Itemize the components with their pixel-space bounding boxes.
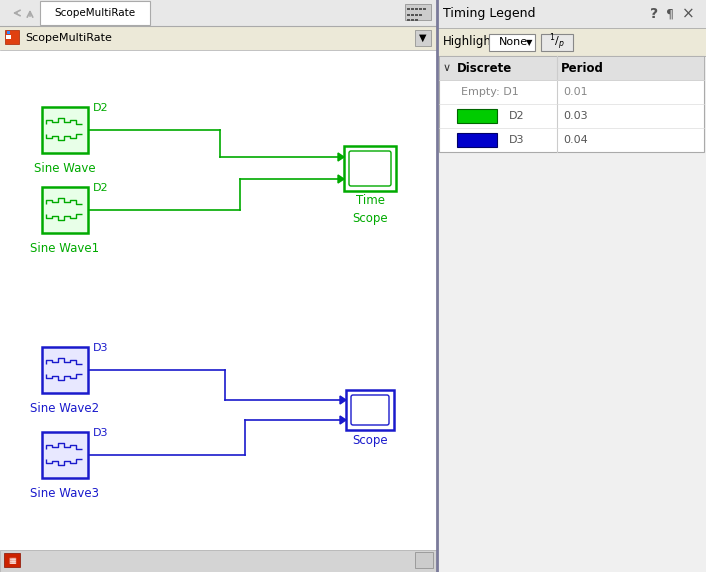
Bar	[411, 14, 414, 16]
Text: D2: D2	[93, 103, 109, 113]
Text: Sine Wave3: Sine Wave3	[30, 487, 100, 500]
Text: D3: D3	[509, 135, 525, 145]
Bar	[42, 347, 88, 393]
Polygon shape	[340, 416, 346, 424]
FancyBboxPatch shape	[349, 151, 391, 186]
Text: ¶: ¶	[666, 7, 674, 21]
Bar	[407, 8, 410, 10]
Text: Timing Legend: Timing Legend	[443, 7, 535, 21]
Bar	[0, 26, 437, 50]
Text: Period: Period	[561, 62, 604, 74]
Bar	[415, 8, 418, 10]
Text: ∨: ∨	[443, 63, 451, 73]
Bar	[0, 0, 437, 26]
Text: Sine Wave: Sine Wave	[34, 162, 96, 175]
Text: 0.03: 0.03	[563, 111, 587, 121]
Bar	[541, 34, 573, 51]
Text: Sine Wave2: Sine Wave2	[30, 402, 100, 415]
Bar	[407, 19, 410, 21]
Text: ▼: ▼	[419, 33, 426, 43]
Text: None: None	[499, 37, 528, 47]
Bar	[457, 133, 497, 147]
Bar	[415, 14, 418, 16]
Text: Scope: Scope	[352, 434, 388, 447]
Bar	[457, 109, 497, 123]
Bar	[439, 56, 704, 80]
Text: D2: D2	[509, 111, 525, 121]
Bar	[42, 432, 88, 478]
Bar	[0, 550, 437, 572]
Bar	[423, 8, 426, 10]
Bar	[0, 0, 437, 572]
Bar	[437, 28, 706, 56]
Bar	[489, 34, 535, 51]
Bar	[4, 553, 20, 567]
Text: Empty: D1: Empty: D1	[461, 87, 519, 97]
Bar	[411, 19, 414, 21]
Text: ×: ×	[681, 6, 695, 22]
Polygon shape	[338, 175, 344, 183]
Text: ScopeMultiRate: ScopeMultiRate	[54, 8, 136, 18]
Polygon shape	[338, 153, 344, 161]
Text: Highlight: Highlight	[443, 35, 496, 49]
Bar	[344, 146, 396, 191]
Bar	[42, 187, 88, 233]
Text: D2: D2	[93, 183, 109, 193]
Text: ▦: ▦	[8, 555, 16, 565]
FancyBboxPatch shape	[351, 395, 389, 425]
Bar	[346, 390, 394, 430]
Text: ▼: ▼	[526, 38, 532, 47]
Bar	[439, 56, 704, 152]
Text: Discrete: Discrete	[457, 62, 513, 74]
Text: $^{1}/_{p}$: $^{1}/_{p}$	[549, 31, 565, 53]
Text: D3: D3	[93, 343, 109, 353]
Bar	[7, 31, 10, 34]
Bar	[415, 30, 431, 46]
Text: Time
Scope: Time Scope	[352, 194, 388, 225]
Polygon shape	[340, 396, 346, 404]
Text: ScopeMultiRate: ScopeMultiRate	[25, 33, 112, 43]
Bar	[405, 4, 431, 20]
Text: ?: ?	[650, 7, 658, 21]
Text: 0.04: 0.04	[563, 135, 588, 145]
Bar	[0, 50, 437, 550]
Bar	[437, 0, 706, 572]
Bar	[6, 35, 11, 39]
Bar	[411, 8, 414, 10]
Text: Sine Wave1: Sine Wave1	[30, 242, 100, 255]
Bar	[42, 107, 88, 153]
Bar	[437, 0, 706, 28]
Bar	[40, 1, 150, 25]
Bar	[5, 30, 19, 44]
Bar	[415, 552, 433, 568]
Bar	[419, 14, 422, 16]
Text: 0.01: 0.01	[563, 87, 587, 97]
Bar	[407, 14, 410, 16]
Text: D3: D3	[93, 428, 109, 438]
Bar	[419, 8, 422, 10]
Bar	[415, 19, 418, 21]
